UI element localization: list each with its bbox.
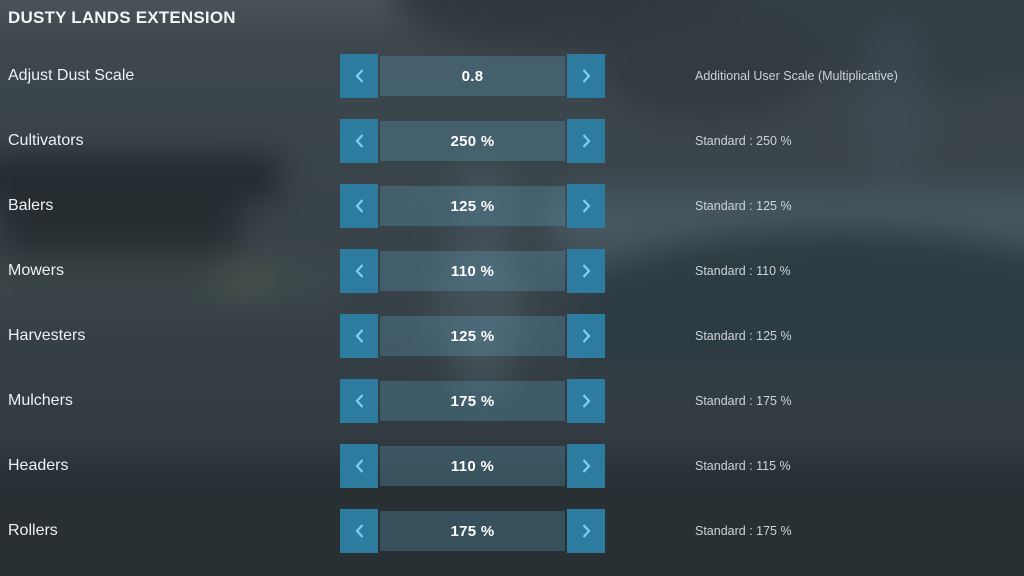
increase-button[interactable]	[567, 314, 605, 358]
setting-row-mowers: Mowers 110 % Standard : 110 %	[0, 249, 1024, 293]
increase-button[interactable]	[567, 184, 605, 228]
background-blob	[600, 10, 820, 120]
increase-button[interactable]	[567, 509, 605, 553]
watermark-logo	[428, 258, 528, 358]
decrease-button[interactable]	[340, 509, 378, 553]
chevron-left-icon	[355, 459, 363, 473]
chevron-left-icon	[355, 264, 363, 278]
stepper: 175 %	[340, 379, 605, 423]
setting-note: Standard : 125 %	[695, 329, 792, 343]
setting-label: Balers	[8, 197, 54, 214]
setting-note: Standard : 125 %	[695, 199, 792, 213]
setting-row-balers: Balers 125 % Standard : 125 %	[0, 184, 1024, 228]
chevron-left-icon	[355, 329, 363, 343]
decrease-button[interactable]	[340, 444, 378, 488]
setting-note: Standard : 115 %	[695, 459, 791, 473]
setting-label: Rollers	[8, 522, 58, 539]
stepper-value: 110 %	[380, 446, 565, 486]
background-blob	[210, 260, 280, 300]
decrease-button[interactable]	[340, 54, 378, 98]
chevron-right-icon	[582, 329, 590, 343]
setting-row-harvesters: Harvesters 125 % Standard : 125 %	[0, 314, 1024, 358]
stepper-value: 175 %	[380, 511, 565, 551]
decrease-button[interactable]	[340, 184, 378, 228]
setting-label: Harvesters	[8, 327, 86, 344]
stepper: 125 %	[340, 314, 605, 358]
decrease-button[interactable]	[340, 314, 378, 358]
stepper: 250 %	[340, 119, 605, 163]
increase-button[interactable]	[567, 54, 605, 98]
stepper-value: 110 %	[380, 251, 565, 291]
stepper: 0.8	[340, 54, 605, 98]
setting-row-cultivators: Cultivators 250 % Standard : 250 %	[0, 119, 1024, 163]
page-title: DUSTY LANDS EXTENSION	[8, 8, 236, 27]
chevron-left-icon	[355, 69, 363, 83]
increase-button[interactable]	[567, 249, 605, 293]
setting-label: Mulchers	[8, 392, 73, 409]
setting-label: Mowers	[8, 262, 65, 279]
increase-button[interactable]	[567, 444, 605, 488]
setting-row-headers: Headers 110 % Standard : 115 %	[0, 444, 1024, 488]
chevron-left-icon	[355, 524, 363, 538]
stepper-value: 0.8	[380, 56, 565, 96]
setting-label: Headers	[8, 457, 69, 474]
stepper: 175 %	[340, 509, 605, 553]
setting-note: Additional User Scale (Multiplicative)	[695, 69, 898, 83]
stepper: 110 %	[340, 444, 605, 488]
stepper: 125 %	[340, 184, 605, 228]
stepper: 110 %	[340, 249, 605, 293]
background-blob	[0, 460, 1024, 576]
background-blob	[0, 250, 350, 310]
setting-note: Standard : 175 %	[695, 524, 792, 538]
setting-label: Adjust Dust Scale	[8, 67, 135, 84]
background-blob	[455, 160, 510, 400]
background-blob	[580, 230, 1024, 370]
stepper-value: 125 %	[380, 316, 565, 356]
setting-note: Standard : 175 %	[695, 394, 792, 408]
chevron-right-icon	[582, 69, 590, 83]
setting-note: Standard : 110 %	[695, 264, 791, 278]
stepper-value: 175 %	[380, 381, 565, 421]
chevron-left-icon	[355, 134, 363, 148]
decrease-button[interactable]	[340, 379, 378, 423]
settings-list: Adjust Dust Scale 0.8 Additional User Sc…	[0, 54, 1024, 574]
chevron-right-icon	[582, 199, 590, 213]
background-blob	[865, 20, 925, 180]
increase-button[interactable]	[567, 119, 605, 163]
chevron-right-icon	[582, 459, 590, 473]
chevron-left-icon	[355, 394, 363, 408]
background-blob	[0, 0, 450, 20]
setting-label: Cultivators	[8, 132, 84, 149]
setting-row-rollers: Rollers 175 % Standard : 175 %	[0, 509, 1024, 553]
watermark-logo	[452, 290, 504, 330]
decrease-button[interactable]	[340, 249, 378, 293]
increase-button[interactable]	[567, 379, 605, 423]
setting-row-adjust-dust-scale: Adjust Dust Scale 0.8 Additional User Sc…	[0, 54, 1024, 98]
stepper-value: 250 %	[380, 121, 565, 161]
stepper-value: 125 %	[380, 186, 565, 226]
chevron-right-icon	[582, 524, 590, 538]
chevron-right-icon	[582, 394, 590, 408]
setting-row-mulchers: Mulchers 175 % Standard : 175 %	[0, 379, 1024, 423]
setting-note: Standard : 250 %	[695, 134, 792, 148]
chevron-right-icon	[582, 264, 590, 278]
chevron-right-icon	[582, 134, 590, 148]
decrease-button[interactable]	[340, 119, 378, 163]
chevron-left-icon	[355, 199, 363, 213]
